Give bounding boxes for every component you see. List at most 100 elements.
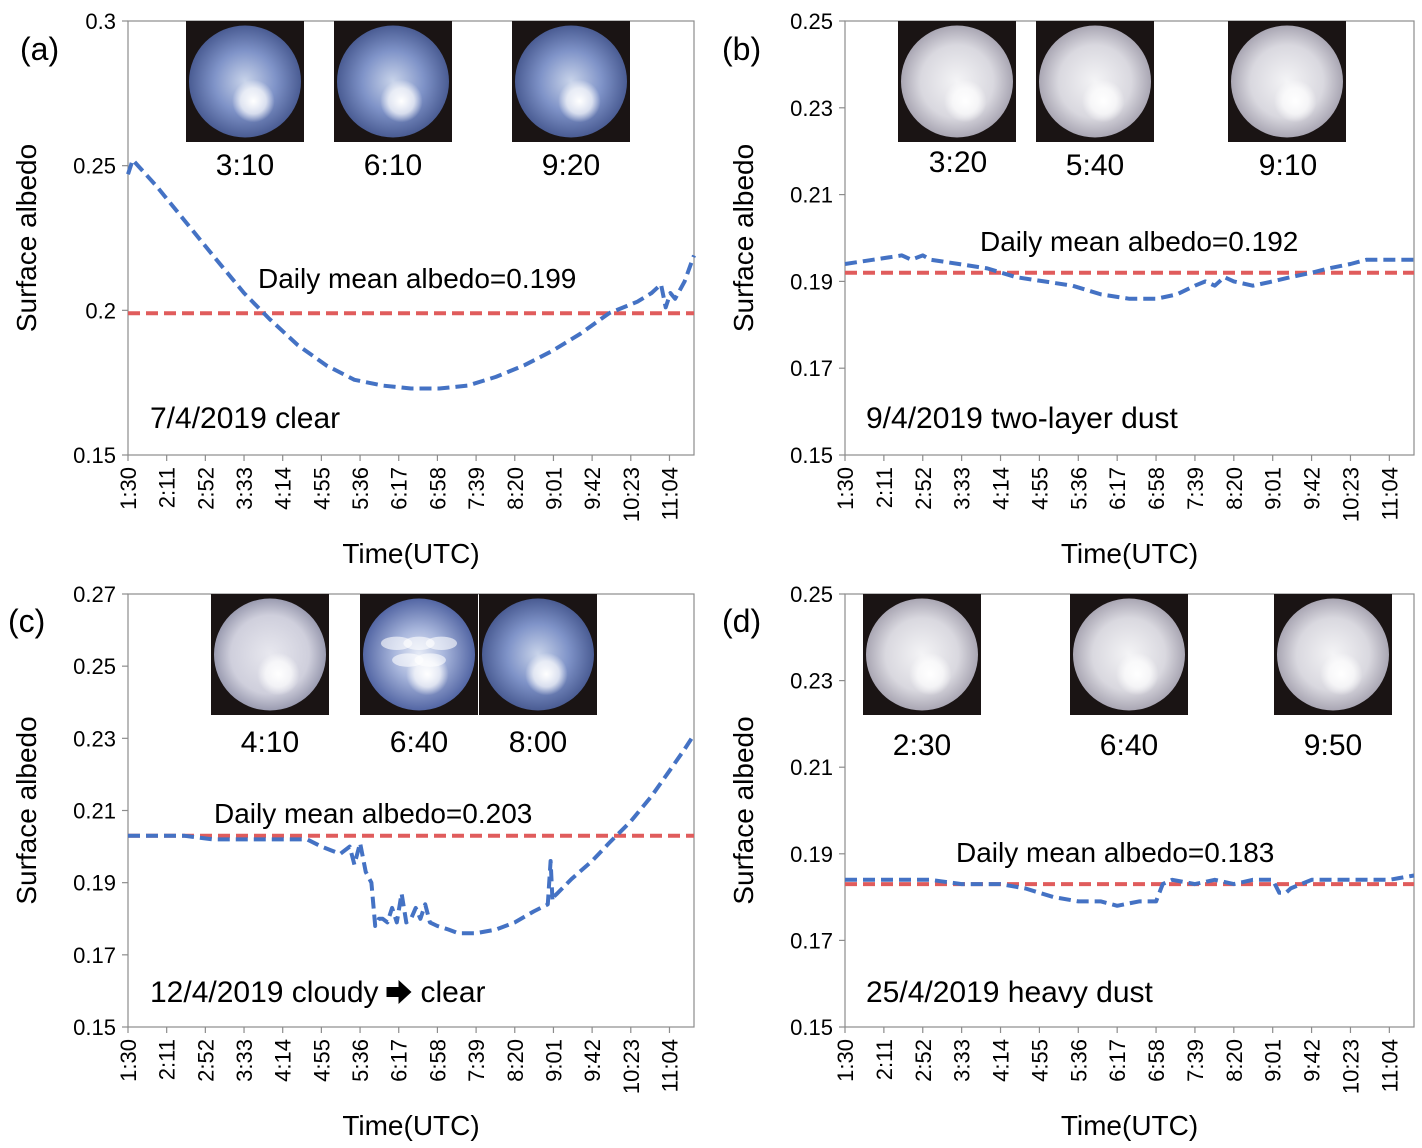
y-tick-label: 0.23 <box>73 726 116 751</box>
cloud-streak <box>392 653 424 667</box>
x-tick-label: 2:11 <box>155 1039 180 1080</box>
sun-glare <box>1082 79 1125 123</box>
sky-image <box>1228 21 1346 142</box>
y-axis-label: Surface albedo <box>11 716 42 904</box>
x-tick-label: 9:01 <box>1261 1039 1286 1082</box>
sky-image <box>898 21 1016 142</box>
y-tick-label: 0.15 <box>73 1015 116 1040</box>
panel-caption-after: clear <box>421 976 486 1009</box>
sky-image <box>334 21 452 142</box>
albedo-series-line <box>126 157 696 391</box>
sky-image-time: 6:40 <box>390 726 448 759</box>
x-tick-label: 4:14 <box>271 467 296 510</box>
y-tick-label: 0.21 <box>790 183 833 208</box>
albedo-series-line <box>844 253 1414 301</box>
sky-image <box>211 594 329 715</box>
panel-d: 0.15 0.17 0.19 0.21 0.23 0.25 1:30 2:11 2:52 3:33… <box>722 582 1415 1141</box>
panel-caption: 25/4/2019 heavy dust <box>866 976 1154 1009</box>
sky-image <box>360 594 478 715</box>
x-tick-label: 8:20 <box>1222 467 1247 510</box>
x-tick-label: 7:39 <box>464 1039 489 1082</box>
fisheye-sky <box>1277 598 1389 711</box>
x-axis-label: Time(UTC) <box>1061 1110 1198 1141</box>
x-tick-label: 1:30 <box>116 467 141 510</box>
x-tick-label: 4:55 <box>1027 467 1052 510</box>
x-tick-label: 3:33 <box>232 467 257 510</box>
y-tick-label: 0.25 <box>790 582 833 607</box>
x-tick-label: 4:55 <box>1027 1039 1052 1082</box>
sun-glare <box>1116 652 1159 696</box>
panel-c: 0.15 0.17 0.19 0.21 0.23 0.25 0.27 1:30 2:11 2:52… <box>8 582 696 1141</box>
x-tick-label: 6:17 <box>387 467 412 510</box>
y-tick-label: 0.25 <box>73 654 116 679</box>
x-tick-label: 1:30 <box>116 1039 141 1082</box>
sky-image <box>186 21 304 142</box>
x-tick-label: 2:52 <box>193 1039 218 1082</box>
x-tick-label: 2:11 <box>872 467 897 508</box>
albedo-series-line <box>128 733 696 936</box>
sun-glare <box>525 652 568 696</box>
x-tick-label: 2:52 <box>193 467 218 510</box>
x-tick-label: 11:04 <box>657 467 682 520</box>
x-tick-label: 10:23 <box>619 467 644 522</box>
sky-image <box>479 594 597 715</box>
y-tick-label: 0.21 <box>73 799 116 824</box>
x-tick-label: 1:30 <box>833 1039 858 1082</box>
x-tick-label: 9:42 <box>580 1039 605 1082</box>
sun-glare <box>909 652 952 696</box>
sky-image-time: 8:00 <box>509 726 567 759</box>
fisheye-sky <box>189 25 301 138</box>
y-tick-label: 0.21 <box>790 755 833 780</box>
y-tick-label: 0.27 <box>73 582 116 607</box>
x-tick-label: 9:01 <box>1261 467 1286 510</box>
x-axis-label: Time(UTC) <box>342 538 479 569</box>
panel-a: 0.15 0.2 0.25 0.3 1:30 2:11 2:52 3:33 4:14 4:55 5:… <box>11 9 696 569</box>
panel-label: (a) <box>20 31 59 67</box>
x-tick-label: 4:14 <box>271 1039 296 1082</box>
x-tick-label: 9:01 <box>541 467 566 510</box>
y-tick-label: 0.15 <box>790 1015 833 1040</box>
x-tick-label: 2:11 <box>155 467 180 508</box>
sky-image <box>1036 21 1154 142</box>
fisheye-sky <box>901 25 1013 138</box>
y-tick-label: 0.23 <box>790 669 833 694</box>
x-tick-label: 6:58 <box>425 467 450 510</box>
daily-mean-label: Daily mean albedo=0.199 <box>258 263 576 294</box>
cloud-streak <box>380 636 413 651</box>
y-tick-label: 0.15 <box>73 443 116 468</box>
sun-glare <box>1320 652 1363 696</box>
panel-label: (c) <box>8 603 45 639</box>
x-tick-label: 5:36 <box>348 1039 373 1082</box>
x-tick-label: 9:42 <box>1300 1039 1325 1082</box>
sky-image <box>1274 594 1392 715</box>
panel-caption: 9/4/2019 two-layer dust <box>866 402 1179 435</box>
x-tick-label: 10:23 <box>1338 1039 1363 1094</box>
sky-image-time: 6:40 <box>1100 729 1158 762</box>
x-tick-label: 9:01 <box>541 1039 566 1082</box>
x-tick-label: 8:20 <box>503 467 528 510</box>
x-tick-label: 2:52 <box>911 1039 936 1082</box>
sky-image-time: 6:10 <box>364 149 422 182</box>
y-tick-label: 0.25 <box>73 154 116 179</box>
fisheye-sky <box>1231 25 1343 138</box>
x-tick-label: 5:36 <box>1066 467 1091 510</box>
panel-label: (d) <box>722 603 761 639</box>
x-tick-label: 6:17 <box>1105 467 1130 510</box>
fisheye-sky <box>515 25 627 138</box>
y-tick-label: 0.25 <box>790 9 833 34</box>
sky-image-time: 3:20 <box>929 146 987 179</box>
y-tick-label: 0.17 <box>790 356 833 381</box>
x-tick-label: 4:55 <box>309 467 334 510</box>
sky-image <box>863 594 981 715</box>
x-tick-label: 6:58 <box>425 1039 450 1082</box>
x-tick-label: 8:20 <box>1222 1039 1247 1082</box>
x-tick-label: 3:33 <box>950 1039 975 1082</box>
x-tick-label: 6:58 <box>1144 1039 1169 1082</box>
y-tick-label: 0.17 <box>73 943 116 968</box>
x-tick-label: 10:23 <box>619 1039 644 1094</box>
sky-image <box>512 21 630 142</box>
sky-image-time: 3:10 <box>216 149 274 182</box>
y-tick-label: 0.19 <box>790 269 833 294</box>
daily-mean-label: Daily mean albedo=0.192 <box>980 226 1298 257</box>
